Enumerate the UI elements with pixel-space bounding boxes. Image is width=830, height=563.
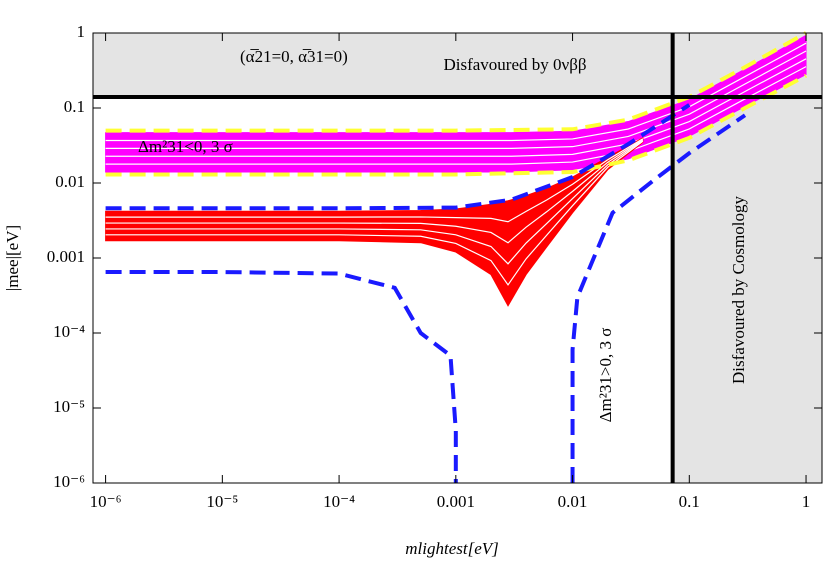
x-tick-label: 10⁻⁵ xyxy=(206,492,238,511)
x-tick-label: 10⁻⁶ xyxy=(90,492,122,511)
annotation: (α̅21=0, α̅31=0) xyxy=(240,47,348,66)
line xyxy=(105,113,747,483)
y-tick-label: 10⁻⁵ xyxy=(53,397,85,416)
band-contour xyxy=(105,42,807,142)
annotation: Disfavoured by Cosmology xyxy=(729,196,748,384)
x-tick-label: 10⁻⁴ xyxy=(323,492,355,511)
line xyxy=(105,73,807,177)
x-tick-label: 1 xyxy=(802,492,811,511)
x-tick-label: 0.001 xyxy=(437,492,475,511)
y-tick-label: 0.1 xyxy=(64,97,85,116)
x-tick-label: 0.01 xyxy=(558,492,588,511)
annotation: Δm²31<0, 3 σ xyxy=(138,137,233,156)
band-contour xyxy=(105,50,807,149)
band-contour xyxy=(105,66,807,165)
y-tick-label: 10⁻⁶ xyxy=(53,472,85,491)
annotation: Disfavoured by 0νββ xyxy=(443,55,586,74)
band-contour xyxy=(105,58,807,157)
y-axis-label: |mee|[eV] xyxy=(3,225,22,291)
x-tick-label: 0.1 xyxy=(679,492,700,511)
band-contour xyxy=(105,138,644,223)
line xyxy=(105,31,808,133)
x-axis-label: mlightest[eV] xyxy=(405,539,499,558)
y-tick-label: 0.001 xyxy=(47,247,85,266)
annotation: Δm²31>0, 3 σ xyxy=(596,328,615,423)
band-contour xyxy=(105,139,644,265)
y-tick-label: 0.01 xyxy=(55,172,85,191)
y-tick-label: 1 xyxy=(77,22,86,41)
band xyxy=(105,34,807,173)
band-contour xyxy=(105,140,644,286)
band-contour xyxy=(105,139,644,244)
y-tick-label: 10⁻⁴ xyxy=(53,322,85,341)
